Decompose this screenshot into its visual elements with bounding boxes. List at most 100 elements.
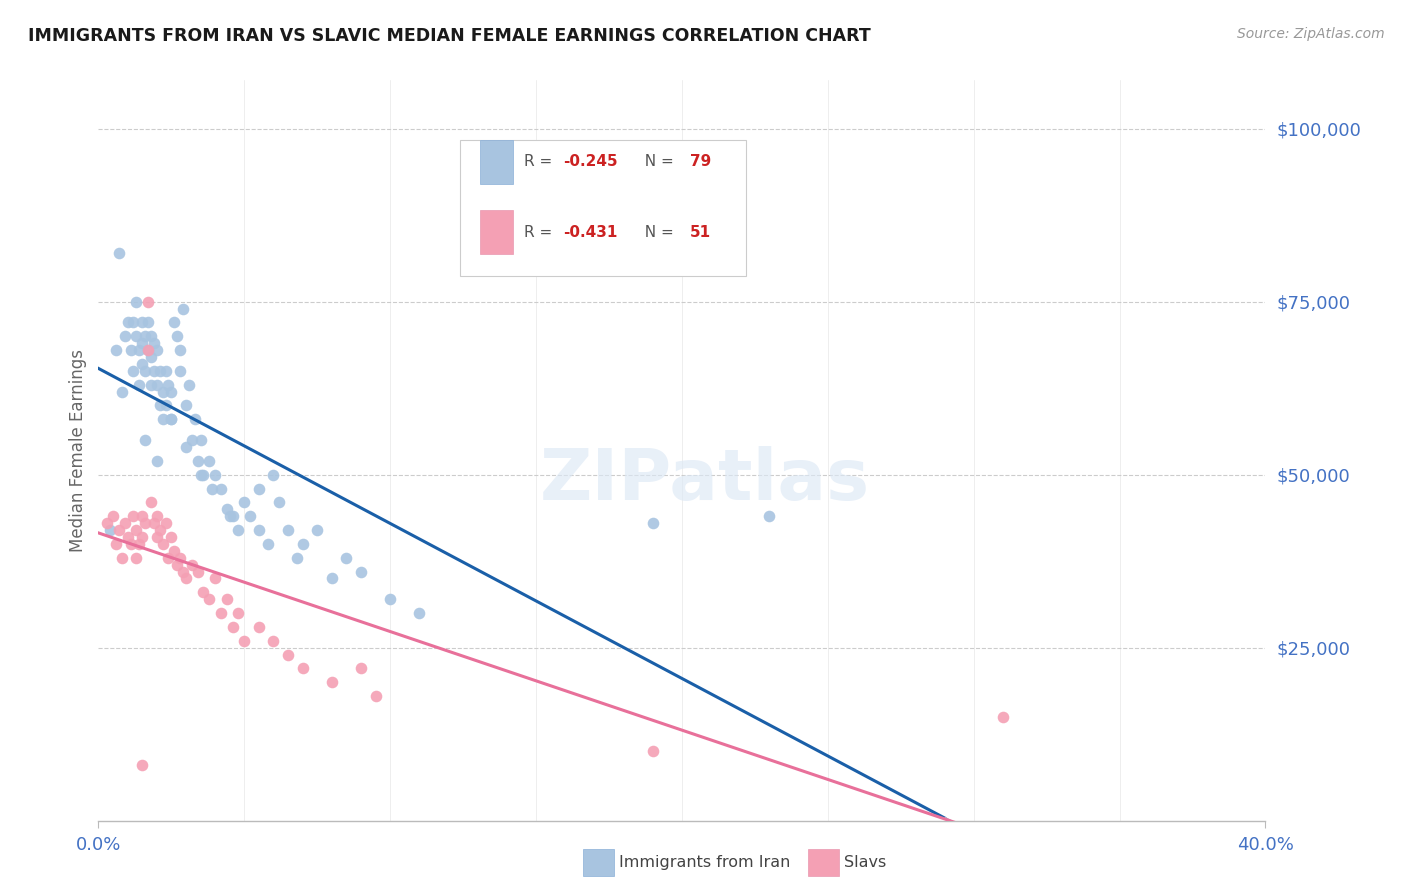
Text: 79: 79 xyxy=(690,154,711,169)
Point xyxy=(125,550,148,565)
Point xyxy=(180,433,202,447)
Point xyxy=(142,516,165,530)
Point xyxy=(228,606,250,620)
Point xyxy=(193,585,215,599)
Point xyxy=(641,744,664,758)
Point xyxy=(149,364,172,378)
Point xyxy=(146,509,169,524)
Point xyxy=(131,509,153,524)
Point xyxy=(307,523,329,537)
Point xyxy=(190,433,212,447)
Point xyxy=(247,482,270,496)
Point xyxy=(277,648,299,662)
Point xyxy=(101,509,124,524)
Point xyxy=(262,633,284,648)
Point xyxy=(131,315,153,329)
Point xyxy=(335,550,357,565)
Point xyxy=(160,412,183,426)
Point xyxy=(157,377,180,392)
Point xyxy=(139,377,162,392)
Point xyxy=(120,343,142,358)
Point xyxy=(166,329,188,343)
Point xyxy=(172,301,194,316)
Point xyxy=(350,661,373,675)
Point xyxy=(247,620,270,634)
Point xyxy=(380,592,402,607)
Point xyxy=(228,523,250,537)
Point xyxy=(285,550,308,565)
Point xyxy=(209,482,232,496)
Point xyxy=(128,343,150,358)
Point xyxy=(291,661,314,675)
Point xyxy=(233,633,256,648)
Point xyxy=(134,364,156,378)
Point xyxy=(131,530,153,544)
Text: IMMIGRANTS FROM IRAN VS SLAVIC MEDIAN FEMALE EARNINGS CORRELATION CHART: IMMIGRANTS FROM IRAN VS SLAVIC MEDIAN FE… xyxy=(28,27,870,45)
Text: N =: N = xyxy=(636,225,679,240)
Point xyxy=(131,336,153,351)
Point xyxy=(146,530,169,544)
Point xyxy=(160,530,183,544)
Point xyxy=(117,315,139,329)
Point xyxy=(269,495,291,509)
Point xyxy=(155,364,177,378)
Point xyxy=(96,516,118,530)
Point xyxy=(155,516,177,530)
Point xyxy=(169,550,191,565)
Point xyxy=(187,565,209,579)
Point xyxy=(131,357,153,371)
Point xyxy=(187,454,209,468)
Point xyxy=(122,315,145,329)
Point xyxy=(114,516,136,530)
Point xyxy=(139,329,162,343)
Point xyxy=(136,343,159,358)
Point xyxy=(172,565,194,579)
Point xyxy=(221,620,243,634)
Point xyxy=(142,336,165,351)
Point xyxy=(155,399,177,413)
Point xyxy=(350,565,373,579)
Point xyxy=(125,329,148,343)
Point xyxy=(758,509,780,524)
Point xyxy=(122,364,145,378)
Point xyxy=(98,523,121,537)
Point xyxy=(177,377,200,392)
Point xyxy=(139,350,162,364)
Text: -0.431: -0.431 xyxy=(562,225,617,240)
Point xyxy=(131,758,153,772)
Point xyxy=(209,606,232,620)
Point xyxy=(408,606,430,620)
Point xyxy=(247,523,270,537)
Point xyxy=(152,537,174,551)
Point xyxy=(139,495,162,509)
Text: Immigrants from Iran: Immigrants from Iran xyxy=(619,855,790,870)
Point xyxy=(104,343,127,358)
Point xyxy=(364,689,387,703)
Point xyxy=(160,384,183,399)
Point xyxy=(108,523,131,537)
Y-axis label: Median Female Earnings: Median Female Earnings xyxy=(69,349,87,552)
Point xyxy=(221,509,243,524)
Point xyxy=(183,412,205,426)
Point xyxy=(152,412,174,426)
Point xyxy=(104,537,127,551)
Point xyxy=(122,509,145,524)
Point xyxy=(163,315,186,329)
Point xyxy=(198,592,221,607)
Point xyxy=(146,343,169,358)
Text: -0.245: -0.245 xyxy=(562,154,617,169)
Point xyxy=(142,364,165,378)
Text: Source: ZipAtlas.com: Source: ZipAtlas.com xyxy=(1237,27,1385,41)
Point xyxy=(215,592,238,607)
Bar xyxy=(479,139,513,184)
Point xyxy=(134,516,156,530)
Point xyxy=(169,364,191,378)
FancyBboxPatch shape xyxy=(460,139,747,277)
Point xyxy=(136,315,159,329)
Text: Slavs: Slavs xyxy=(844,855,886,870)
Point xyxy=(201,482,224,496)
Point xyxy=(180,558,202,572)
Point xyxy=(204,572,226,586)
Point xyxy=(157,550,180,565)
Text: 51: 51 xyxy=(690,225,711,240)
